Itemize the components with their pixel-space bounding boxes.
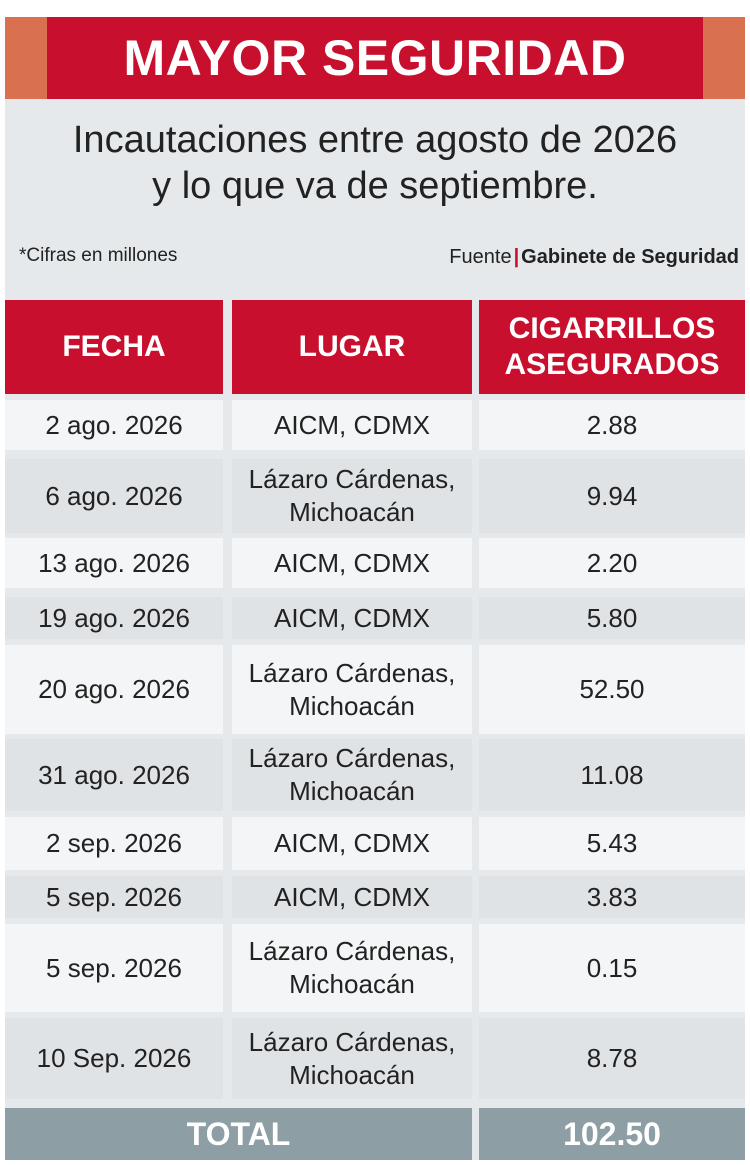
table-row: 2 ago. 2026 AICM, CDMX 2.88 bbox=[5, 400, 745, 450]
place-cell: Lázaro Cárdenas, Michoacán bbox=[232, 924, 472, 1012]
place-cell: AICM, CDMX bbox=[232, 817, 472, 870]
place-cell: Lázaro Cárdenas, Michoacán bbox=[232, 645, 472, 734]
date-cell: 10 Sep. 2026 bbox=[5, 1018, 223, 1099]
amount-cell: 5.80 bbox=[479, 597, 745, 639]
place-cell: AICM, CDMX bbox=[232, 538, 472, 588]
column-header-lugar: LUGAR bbox=[232, 300, 472, 394]
banner-right-accent bbox=[703, 17, 745, 99]
table-row: 10 Sep. 2026 Lázaro Cárdenas, Michoacán 8.… bbox=[5, 1018, 745, 1099]
subtitle-line-2: y lo que va de septiembre. bbox=[152, 165, 598, 207]
figures-note: *Cifras en millones bbox=[19, 245, 178, 266]
source-label: Fuente bbox=[449, 246, 512, 268]
total-label: TOTAL bbox=[5, 1108, 472, 1160]
source-divider: | bbox=[513, 246, 520, 268]
source-name: Gabinete de Seguridad bbox=[521, 246, 739, 268]
date-cell: 20 ago. 2026 bbox=[5, 645, 223, 734]
banner-left-accent bbox=[5, 17, 47, 99]
total-row: TOTAL 102.50 bbox=[5, 1108, 745, 1160]
date-cell: 31 ago. 2026 bbox=[5, 739, 223, 811]
column-header-cigarrillos: CIGARRILLOS ASEGURADOS bbox=[479, 300, 745, 394]
place-cell: AICM, CDMX bbox=[232, 876, 472, 918]
total-value: 102.50 bbox=[479, 1108, 745, 1160]
place-cell: Lázaro Cárdenas, Michoacán bbox=[232, 739, 472, 811]
title-banner: MAYOR SEGURIDAD bbox=[5, 17, 745, 99]
date-cell: 19 ago. 2026 bbox=[5, 597, 223, 639]
amount-cell: 8.78 bbox=[479, 1018, 745, 1099]
table-row: 31 ago. 2026 Lázaro Cárdenas, Michoacán 11… bbox=[5, 739, 745, 811]
amount-cell: 11.08 bbox=[479, 739, 745, 811]
page-title: MAYOR SEGURIDAD bbox=[123, 30, 627, 86]
table-row: 20 ago. 2026 Lázaro Cárdenas, Michoacán 52… bbox=[5, 645, 745, 734]
amount-cell: 5.43 bbox=[479, 817, 745, 870]
table-row: 5 sep. 2026 AICM, CDMX 3.83 bbox=[5, 876, 745, 918]
date-cell: 5 sep. 2026 bbox=[5, 924, 223, 1012]
subtitle-line-1: Incautaciones entre agosto de 2026 bbox=[72, 119, 678, 161]
place-cell: Lázaro Cárdenas, Michoacán bbox=[232, 1018, 472, 1099]
place-cell: Lázaro Cárdenas, Michoacán bbox=[232, 459, 472, 533]
amount-cell: 0.15 bbox=[479, 924, 745, 1012]
subtitle: Incautaciones entre agosto de 2026 y lo … bbox=[5, 117, 745, 209]
place-cell: AICM, CDMX bbox=[232, 597, 472, 639]
amount-cell: 2.88 bbox=[479, 400, 745, 450]
column-header-fecha: FECHA bbox=[5, 300, 223, 394]
date-cell: 2 sep. 2026 bbox=[5, 817, 223, 870]
date-cell: 6 ago. 2026 bbox=[5, 459, 223, 533]
amount-cell: 52.50 bbox=[479, 645, 745, 734]
amount-cell: 2.20 bbox=[479, 538, 745, 588]
amount-cell: 9.94 bbox=[479, 459, 745, 533]
place-cell: AICM, CDMX bbox=[232, 400, 472, 450]
table-row: 2 sep. 2026 AICM, CDMX 5.43 bbox=[5, 817, 745, 870]
table-row: 19 ago. 2026 AICM, CDMX 5.80 bbox=[5, 597, 745, 639]
source-credit: Fuente | Gabinete de Seguridad bbox=[449, 246, 739, 269]
date-cell: 13 ago. 2026 bbox=[5, 538, 223, 588]
date-cell: 2 ago. 2026 bbox=[5, 400, 223, 450]
table-row: 5 sep. 2026 Lázaro Cárdenas, Michoacán 0.1… bbox=[5, 924, 745, 1012]
date-cell: 5 sep. 2026 bbox=[5, 876, 223, 918]
amount-cell: 3.83 bbox=[479, 876, 745, 918]
infographic-card: MAYOR SEGURIDAD Incautaciones entre agos… bbox=[5, 17, 745, 1160]
table-row: 6 ago. 2026 Lázaro Cárdenas, Michoacán 9.9… bbox=[5, 459, 745, 533]
table-row: 13 ago. 2026 AICM, CDMX 2.20 bbox=[5, 538, 745, 588]
